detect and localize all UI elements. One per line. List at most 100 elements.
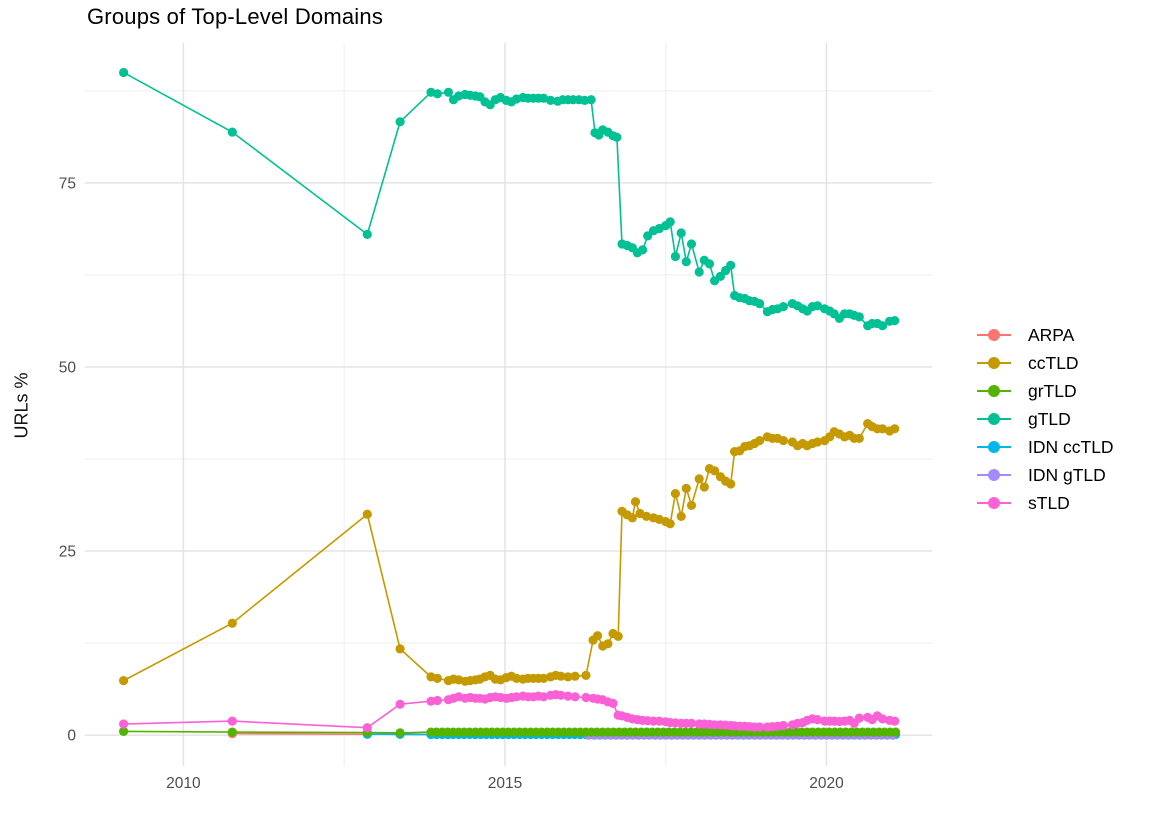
point-cctld xyxy=(726,479,736,489)
point-gtld xyxy=(676,228,686,238)
legend-item-idn-gtld: IDN gTLD xyxy=(977,461,1114,489)
point-gtld xyxy=(443,87,453,97)
x-tick-label-2010: 2010 xyxy=(166,775,201,792)
point-stld xyxy=(755,722,765,732)
point-cctld xyxy=(119,676,129,686)
y-tick-label-50: 50 xyxy=(59,359,77,376)
series-gtld xyxy=(119,67,900,331)
series-cctld xyxy=(119,419,900,686)
point-gtld xyxy=(686,239,697,249)
legend-label: ccTLD xyxy=(1028,352,1079,373)
point-gtld xyxy=(812,301,823,311)
point-cctld xyxy=(710,466,720,476)
legend-key-icon xyxy=(977,469,1011,482)
point-gtld xyxy=(726,260,736,270)
legend-key-icon xyxy=(977,357,1011,370)
point-stld xyxy=(395,699,405,709)
legend-key-icon xyxy=(977,497,1011,510)
y-tick-label-0: 0 xyxy=(67,728,76,745)
series-stld xyxy=(119,690,900,733)
point-gtld xyxy=(395,117,405,127)
point-cctld xyxy=(630,497,641,507)
legend-key-icon xyxy=(977,329,1011,342)
point-gtld xyxy=(432,89,442,99)
point-gtld xyxy=(612,132,622,142)
y-tick-label-25: 25 xyxy=(59,544,76,561)
point-cctld xyxy=(627,513,637,523)
point-stld xyxy=(608,698,618,709)
point-cctld xyxy=(890,424,900,434)
point-cctld xyxy=(227,618,237,628)
legend-item-arpa: ARPA xyxy=(977,321,1114,349)
point-gtld xyxy=(877,321,888,331)
point-gtld xyxy=(681,257,691,267)
legend-label: grTLD xyxy=(1028,380,1077,401)
legend-label: ARPA xyxy=(1028,324,1075,345)
point-cctld xyxy=(686,500,697,510)
point-cctld xyxy=(570,671,580,681)
point-stld xyxy=(432,695,442,706)
point-stld xyxy=(227,716,237,726)
legend-key-icon xyxy=(977,413,1011,426)
legend-key-icon xyxy=(977,385,1011,398)
legend-label: sTLD xyxy=(1028,492,1070,513)
point-gtld xyxy=(638,245,648,255)
point-gtld xyxy=(755,299,765,309)
point-gtld xyxy=(890,316,900,326)
legend-key-dot xyxy=(988,385,1000,397)
point-stld xyxy=(563,691,573,701)
point-grtld xyxy=(227,727,237,737)
point-gtld xyxy=(362,229,372,239)
point-gtld xyxy=(665,217,675,227)
point-gtld xyxy=(119,67,129,78)
point-gtld xyxy=(854,312,864,322)
point-cctld xyxy=(362,509,372,519)
legend-key-dot xyxy=(988,497,1000,509)
point-cctld xyxy=(665,519,675,529)
legend-label: IDN ccTLD xyxy=(1028,436,1114,457)
legend-item-gtld: gTLD xyxy=(977,405,1114,433)
point-cctld xyxy=(755,436,765,446)
point-cctld xyxy=(539,673,549,684)
x-tick-label-2020: 2020 xyxy=(809,775,844,792)
legend-key-icon xyxy=(977,441,1011,454)
point-stld xyxy=(877,714,888,724)
point-gtld xyxy=(546,95,556,105)
point-stld xyxy=(686,718,697,728)
legend-key-dot xyxy=(988,469,1000,481)
point-cctld xyxy=(563,672,573,682)
y-tick-label-75: 75 xyxy=(59,175,76,192)
point-grtld xyxy=(395,728,405,738)
point-cctld xyxy=(395,644,405,654)
point-stld xyxy=(778,720,789,731)
x-tick-label-2015: 2015 xyxy=(488,775,522,792)
legend-item-stld: sTLD xyxy=(977,489,1114,517)
legend-key-dot xyxy=(988,441,1000,453)
point-cctld xyxy=(670,489,681,499)
legend-key-dot xyxy=(988,329,1000,341)
point-cctld xyxy=(877,424,888,434)
point-stld xyxy=(812,715,823,725)
line-gtld xyxy=(123,71,895,327)
point-cctld xyxy=(812,437,823,447)
point-cctld xyxy=(613,631,623,642)
point-stld xyxy=(570,692,580,702)
point-gtld xyxy=(227,127,237,137)
point-cctld xyxy=(854,433,864,443)
point-cctld xyxy=(581,670,591,681)
point-cctld xyxy=(699,482,709,492)
point-grtld xyxy=(119,726,129,737)
point-stld xyxy=(854,713,864,723)
point-gtld xyxy=(694,267,704,277)
legend-label: IDN gTLD xyxy=(1028,464,1106,485)
axis-tick-labels: 0 25 50 75 2010 2015 2020 xyxy=(59,175,844,792)
point-cctld xyxy=(603,639,613,649)
point-stld xyxy=(119,719,129,729)
point-gtld xyxy=(715,271,726,281)
point-gtld xyxy=(539,93,549,103)
legend-item-idn-cctld: IDN ccTLD xyxy=(977,433,1114,461)
point-cctld xyxy=(681,483,691,493)
point-gtld xyxy=(586,95,596,105)
